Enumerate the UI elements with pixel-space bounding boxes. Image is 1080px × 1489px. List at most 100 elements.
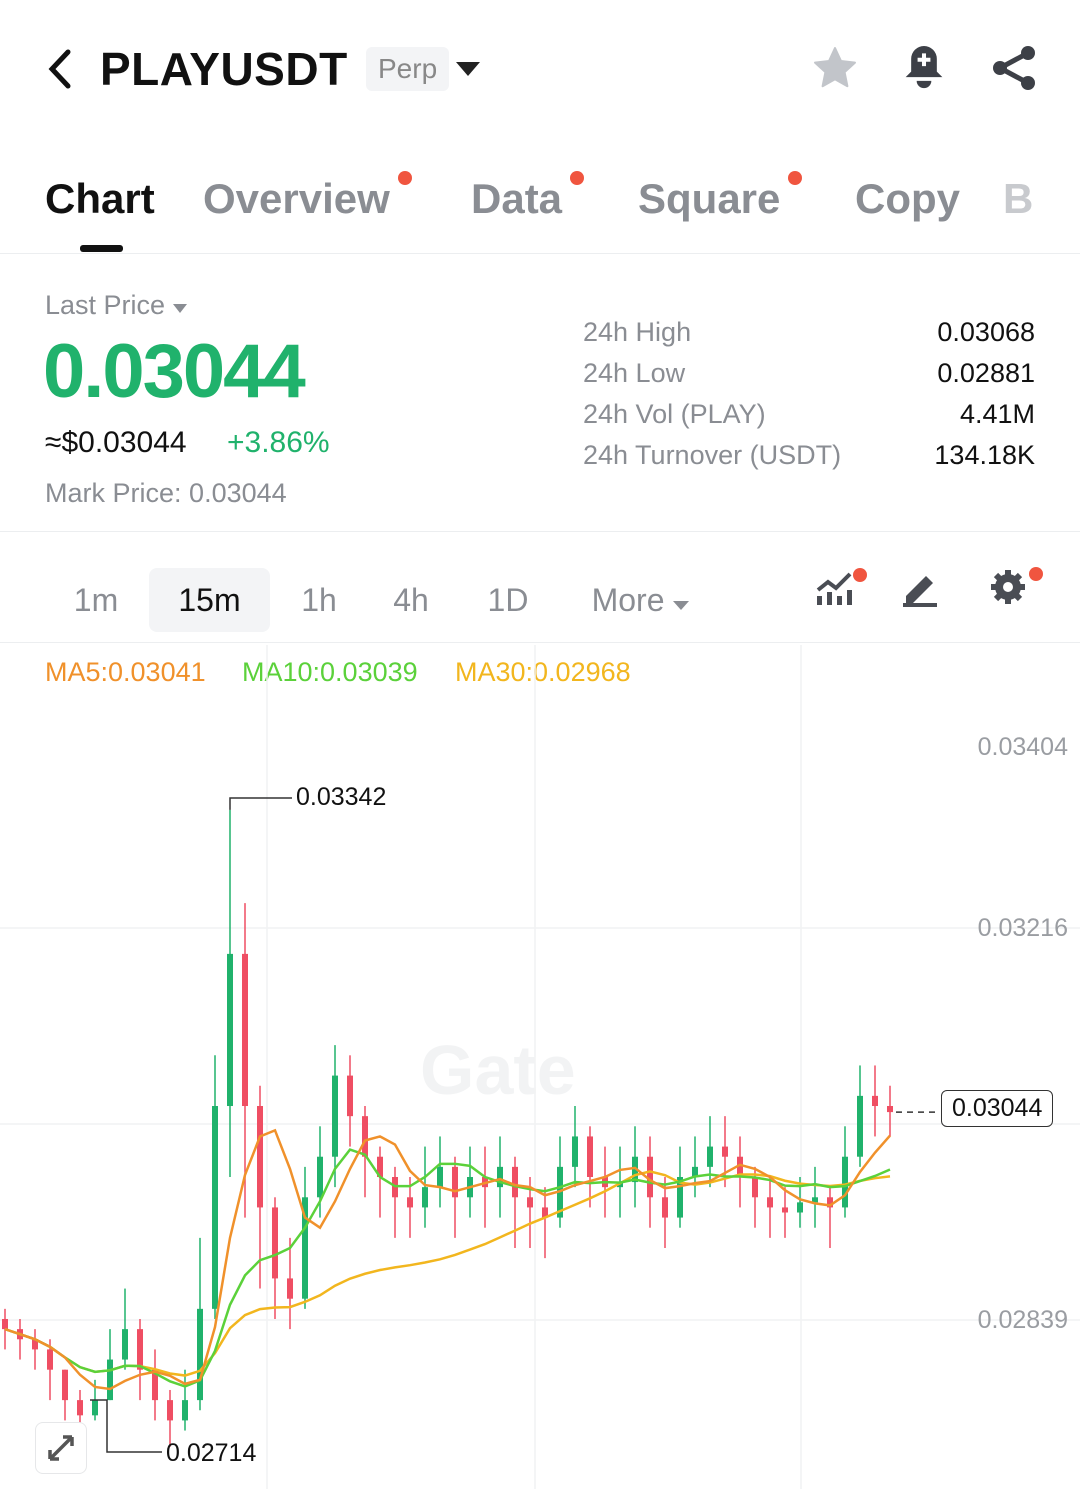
timeframe-4h[interactable]: 4h (393, 582, 429, 618)
dropdown-caret-icon[interactable] (456, 62, 480, 78)
candle-body (212, 1106, 218, 1309)
y-axis-label: 0.03216 (977, 914, 1068, 942)
timeframe-1d[interactable]: 1D (487, 582, 529, 618)
low-price-label: 0.02714 (166, 1439, 257, 1467)
tab-square[interactable]: Square (638, 171, 803, 223)
candle-body (197, 1308, 203, 1401)
divider (0, 642, 1080, 643)
candle-body (422, 1187, 428, 1208)
candle-body (827, 1197, 833, 1208)
caret-down-icon (673, 601, 690, 610)
low-marker-line (90, 1399, 162, 1453)
ma5-line (4, 1128, 891, 1391)
candle-body (527, 1197, 533, 1208)
stat-label: 24h High (583, 317, 692, 347)
candle-body (512, 1166, 518, 1198)
candle-body (857, 1095, 863, 1157)
candle-body (242, 953, 248, 1107)
mark-price-value: 0.03044 (189, 478, 287, 508)
tab-label: Overview (203, 175, 390, 222)
candle-body (722, 1146, 728, 1157)
candle-body (77, 1400, 83, 1416)
candle-body (887, 1106, 893, 1113)
tab-chart[interactable]: Chart (45, 175, 155, 222)
indicators-icon[interactable] (814, 568, 870, 608)
candle-body (92, 1400, 98, 1416)
stat-value: 134.18K (934, 440, 1035, 470)
fullscreen-button[interactable] (35, 1422, 87, 1474)
candle-body (692, 1166, 698, 1178)
settings-gear-icon[interactable] (988, 564, 1046, 608)
candle-body (437, 1166, 443, 1188)
candle-body (257, 1106, 263, 1208)
tab-data[interactable]: Data (471, 171, 585, 223)
candle-body (167, 1400, 173, 1421)
candle-body (302, 1197, 308, 1299)
notification-dot (570, 171, 585, 185)
candle-body (407, 1197, 413, 1208)
timeframe-1h[interactable]: 1h (301, 582, 337, 618)
high-price-label: 0.03342 (296, 783, 387, 811)
candle-body (332, 1075, 338, 1157)
candle-body (752, 1177, 758, 1198)
price-change: +3.86% (227, 426, 330, 459)
usd-price: ≈$0.03044 (45, 426, 187, 459)
pair-title[interactable]: PLAYUSDT (100, 43, 348, 95)
mark-price: Mark Price: 0.03044 (45, 478, 287, 509)
stat-value: 4.41M (959, 399, 1035, 429)
candle-body (317, 1156, 323, 1198)
tab-copy[interactable]: Copy (855, 175, 960, 222)
candle-body (377, 1156, 383, 1178)
timeframe-1m[interactable]: 1m (73, 582, 119, 618)
last-price-label: Last Price (45, 290, 166, 320)
timeframe-more[interactable]: More (578, 568, 703, 632)
candle-body (107, 1359, 113, 1401)
candle-body (737, 1156, 743, 1178)
notification-dot (397, 171, 412, 185)
stat-value: 0.03068 (937, 317, 1035, 347)
y-axis-label: 0.02839 (977, 1306, 1068, 1334)
ma30-legend: MA30:0.02968 (455, 657, 631, 687)
expand-icon (48, 1435, 74, 1461)
candle-body (32, 1339, 38, 1350)
candle-body (497, 1166, 503, 1188)
candle-body (2, 1318, 8, 1330)
candle-body (152, 1369, 158, 1401)
gate-watermark: Gate (420, 1031, 576, 1109)
stat-label: 24h Low (583, 358, 686, 388)
candle-body (842, 1156, 848, 1208)
tab-label: Square (638, 175, 781, 222)
candle-body (587, 1136, 593, 1178)
last-price-marker: 0.03044 (941, 1090, 1054, 1127)
candle-body (872, 1095, 878, 1107)
ma10-legend: MA10:0.03039 (242, 657, 418, 687)
candle-body (542, 1207, 548, 1218)
candle-body (137, 1329, 143, 1370)
divider (0, 531, 1080, 532)
back-chevron-icon[interactable] (44, 48, 76, 90)
perp-badge: Perp (366, 47, 450, 91)
candle-body (572, 1136, 578, 1167)
y-axis-label: 0.03404 (977, 733, 1068, 761)
candle-body (647, 1156, 653, 1198)
share-icon[interactable] (990, 44, 1038, 92)
timeframe-15m[interactable]: 15m (149, 568, 270, 632)
candle-body (287, 1278, 293, 1299)
ma5-legend: MA5:0.03041 (45, 657, 206, 687)
divider (0, 253, 1080, 254)
caret-down-icon (172, 304, 187, 313)
candle-body (347, 1075, 353, 1117)
tab-b[interactable]: B (1003, 175, 1034, 222)
notification-dot (788, 171, 803, 185)
alert-bell-plus-icon[interactable] (902, 44, 946, 92)
ma30-line (4, 1170, 891, 1377)
candle-body (662, 1197, 668, 1218)
candle-body (767, 1197, 773, 1208)
draw-pen-icon[interactable] (900, 570, 940, 608)
last-price-value: 0.03044 (43, 329, 306, 414)
tab-overview[interactable]: Overview (203, 171, 412, 223)
star-icon[interactable] (810, 44, 860, 92)
candle-body (182, 1400, 188, 1421)
last-price-selector[interactable]: Last Price (45, 290, 187, 321)
